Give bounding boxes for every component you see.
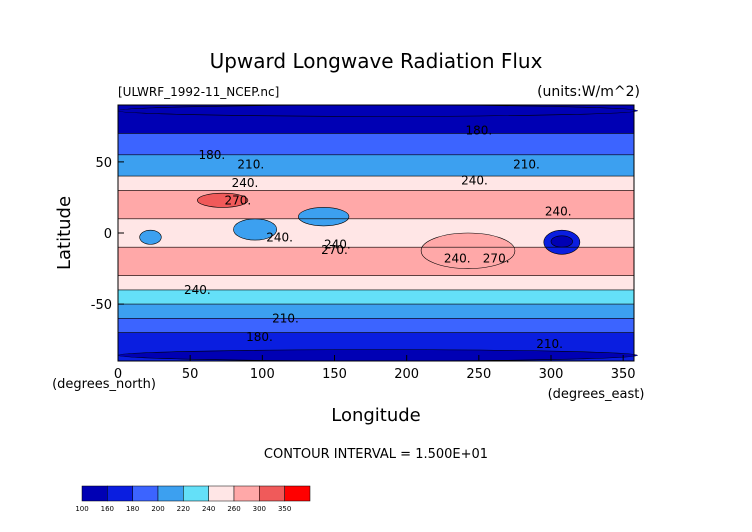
flux-feature: [117, 104, 638, 117]
colorbar-swatch: [107, 485, 133, 502]
x-tick-label: 250: [466, 367, 491, 382]
flux-feature: [420, 232, 516, 269]
flux-feature: [197, 192, 249, 208]
colorbar-tick-label: 220: [177, 505, 190, 513]
colorbar-tick-label: 240: [202, 505, 215, 513]
chart-title: Upward Longwave Radiation Flux: [210, 49, 543, 73]
y-unit-label: (degrees_north): [52, 377, 156, 392]
contour-label: 210.: [272, 311, 299, 325]
colorbar-swatch: [259, 485, 285, 502]
contour-label: 240.: [461, 173, 488, 187]
colorbar-swatch: [233, 485, 260, 502]
colorbar-tick-label: 200: [151, 505, 164, 513]
colorbar-swatch: [284, 485, 311, 502]
flux-feature: [298, 207, 350, 227]
contour-label: 180.: [198, 148, 225, 162]
contour-label: 240.: [184, 283, 211, 297]
colorbar-tick-label: 260: [227, 505, 240, 513]
y-tick-label: 50: [95, 156, 112, 171]
colorbar-swatch: [157, 485, 184, 502]
x-tick-label: 150: [322, 367, 347, 382]
x-unit-label: (degrees_east): [548, 387, 645, 402]
zonal-band: [118, 304, 634, 319]
colorbar-swatch: [81, 485, 108, 502]
colorbar-tick-label: 300: [253, 505, 266, 513]
x-axis-ticks: 0 50 100 150 200 250 300 350: [114, 355, 636, 382]
x-tick-label: 0: [114, 367, 122, 382]
x-tick-label: 300: [539, 367, 564, 382]
contour-labels: 180.180.210. 210.240. 240.240.270.240.240.…: [184, 124, 572, 351]
zonal-band: [118, 289, 634, 305]
contour-label: 270.: [321, 243, 348, 257]
contour-label: 240.: [266, 230, 293, 244]
x-axis-label: Longitude: [331, 405, 421, 426]
contour-label: 180.: [465, 124, 492, 138]
y-tick-label: 0: [104, 227, 112, 242]
flux-feature: [139, 229, 162, 245]
x-tick-label: 50: [182, 367, 199, 382]
flux-feature: [117, 349, 638, 362]
colorbar-tick-label: 100: [75, 505, 88, 513]
contour-label: 210.: [237, 158, 264, 172]
contour-label: 210.: [513, 158, 540, 172]
contour-label: 240.: [444, 252, 471, 266]
contour-label: 240.: [232, 176, 259, 190]
colorbar-tick-label: 350: [278, 505, 291, 513]
y-axis-label: Latitude: [54, 196, 75, 270]
contour-label: 240.: [545, 205, 572, 219]
zonal-band: [118, 247, 634, 276]
units-label: (units:W/m^2): [537, 84, 640, 100]
colorbar-swatch: [132, 485, 159, 502]
zonal-band: [118, 154, 634, 177]
zonal-band: [118, 318, 634, 333]
colorbar-tick-label: 180: [126, 505, 139, 513]
x-tick-label: 100: [250, 367, 275, 382]
colorbar: 100 160 180 200 220 240 260 300 350: [75, 485, 311, 513]
contour-label: 180.: [246, 330, 273, 344]
contour-interval: CONTOUR INTERVAL = 1.500E+01: [264, 447, 488, 462]
colorbar-swatch: [183, 485, 209, 502]
contour-label: 210.: [536, 337, 563, 351]
zonal-band: [118, 275, 634, 290]
zonal-band: [118, 176, 634, 191]
colorbar-swatch: [208, 485, 235, 502]
y-tick-label: -50: [91, 298, 112, 313]
x-tick-label: 350: [611, 367, 636, 382]
colorbar-tick-label: 160: [101, 505, 114, 513]
zonal-band: [118, 133, 634, 155]
flux-feature: [550, 235, 573, 248]
file-label: [ULWRF_1992-11_NCEP.nc]: [118, 85, 279, 99]
y-axis-ticks: 50 0 -50: [91, 156, 124, 313]
heatmap-cells: [117, 104, 638, 362]
contour-label: 270.: [483, 252, 510, 266]
contour-label: 270.: [224, 193, 251, 207]
contour-label: 240.: [324, 237, 351, 251]
x-tick-label: 200: [394, 367, 419, 382]
